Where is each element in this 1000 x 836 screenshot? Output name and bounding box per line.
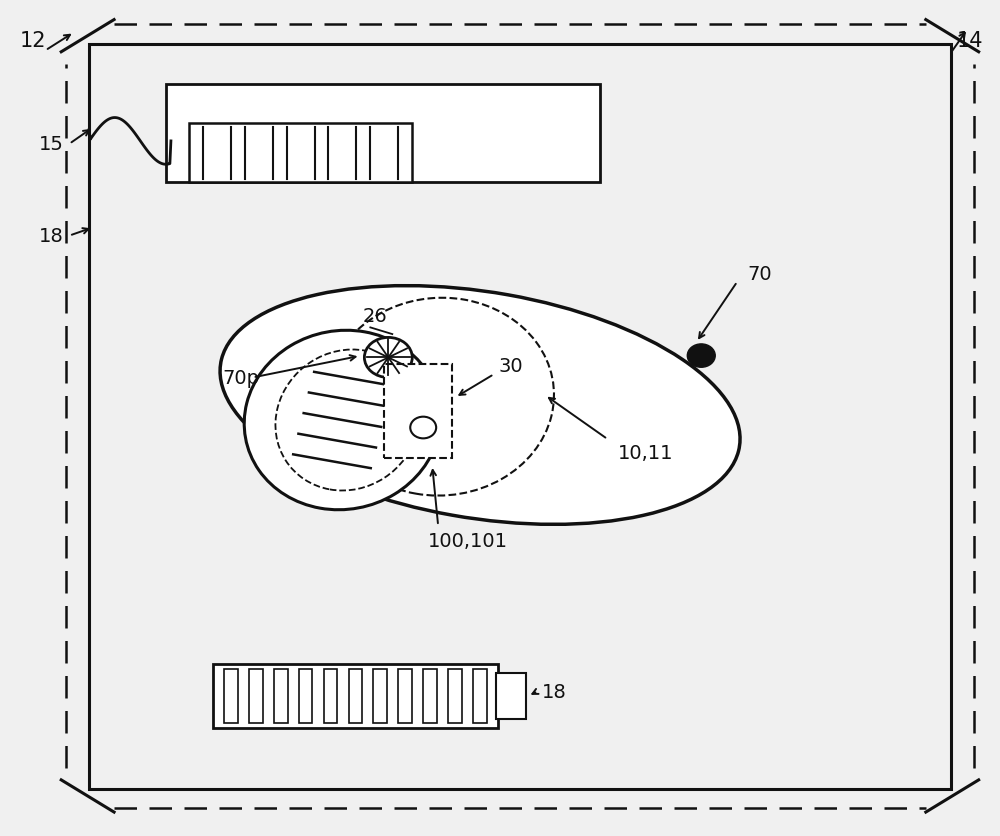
Bar xyxy=(473,670,487,723)
Text: 10,11: 10,11 xyxy=(618,444,673,462)
Circle shape xyxy=(687,344,715,368)
Bar xyxy=(349,670,362,723)
Text: 15: 15 xyxy=(39,135,64,154)
Text: 70: 70 xyxy=(747,264,772,283)
Circle shape xyxy=(410,417,436,439)
Ellipse shape xyxy=(244,331,441,510)
Bar xyxy=(89,44,951,789)
Bar xyxy=(224,670,238,723)
Bar xyxy=(496,673,526,720)
Text: 18: 18 xyxy=(39,227,64,246)
Text: 100,101: 100,101 xyxy=(428,532,508,551)
Bar xyxy=(373,670,387,723)
Bar xyxy=(274,670,288,723)
Bar xyxy=(324,670,337,723)
Bar xyxy=(423,670,437,723)
Bar xyxy=(166,84,600,183)
Circle shape xyxy=(364,338,412,378)
Bar xyxy=(448,670,462,723)
Text: 14: 14 xyxy=(957,32,983,51)
Text: 12: 12 xyxy=(19,32,46,51)
Text: 30: 30 xyxy=(498,357,523,376)
Bar xyxy=(299,670,312,723)
Bar xyxy=(213,665,498,728)
Text: 26: 26 xyxy=(362,307,387,326)
Text: 18: 18 xyxy=(542,682,567,701)
Bar xyxy=(398,670,412,723)
Bar xyxy=(384,364,452,458)
Bar xyxy=(249,670,263,723)
Text: 70p: 70p xyxy=(223,369,260,388)
Ellipse shape xyxy=(220,286,740,525)
Bar xyxy=(189,124,412,183)
